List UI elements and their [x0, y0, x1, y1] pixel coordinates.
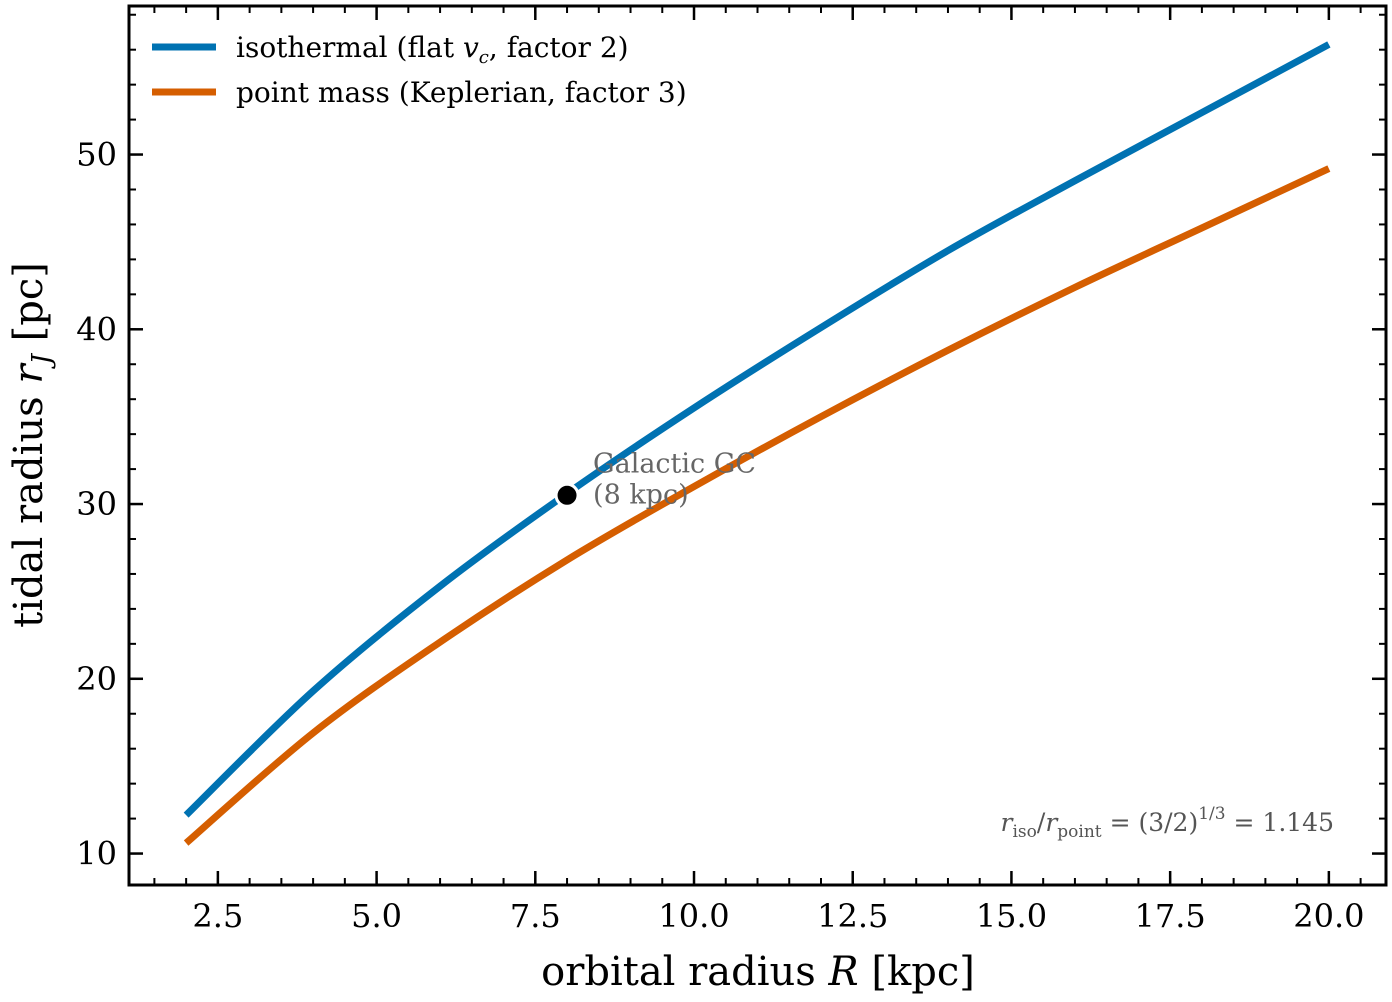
annotation-line-2: (8 kpc)	[593, 479, 689, 510]
plot-frame	[127, 4, 1388, 887]
series-lines	[183, 41, 1331, 846]
y-tick-label: 30	[76, 485, 117, 523]
x-tick-label: 10.0	[658, 897, 729, 935]
annotation-line-1: Galactic GC	[593, 448, 756, 479]
x-tick-label: 17.5	[1135, 897, 1206, 935]
x-tick-labels: 2.5 5.0 7.5 10.0 12.5 15.0 17.5 20.0	[192, 897, 1364, 935]
series-line-point-mass	[183, 165, 1331, 846]
galactic-gc-marker	[554, 482, 580, 508]
x-tick-label: 15.0	[976, 897, 1047, 935]
y-tick-label: 10	[76, 835, 117, 873]
series-line-isothermal	[183, 41, 1331, 818]
legend: isothermal (flat vc, factor 2) point mas…	[152, 31, 687, 109]
y-tick-label: 50	[76, 136, 117, 174]
legend-label-point-mass: point mass (Keplerian, factor 3)	[236, 76, 687, 109]
x-tick-label: 5.0	[351, 897, 402, 935]
ratio-formula: riso/rpoint = (3/2)1/3 = 1.145	[1001, 804, 1334, 842]
y-tick-labels: 10 20 30 40 50	[76, 136, 117, 873]
y-tick-label: 40	[76, 310, 117, 348]
x-axis-label: orbital radius R [kpc]	[541, 949, 975, 995]
legend-label-isothermal: isothermal (flat vc, factor 2)	[236, 31, 629, 68]
x-tick-label: 12.5	[817, 897, 888, 935]
x-tick-label: 20.0	[1293, 897, 1364, 935]
minor-ticks	[129, 6, 1386, 885]
x-tick-label: 2.5	[192, 897, 243, 935]
x-tick-label: 7.5	[510, 897, 561, 935]
y-tick-label: 20	[76, 660, 117, 698]
major-ticks	[129, 6, 1386, 885]
y-axis-label: tidal radius rJ [pc]	[6, 262, 57, 628]
